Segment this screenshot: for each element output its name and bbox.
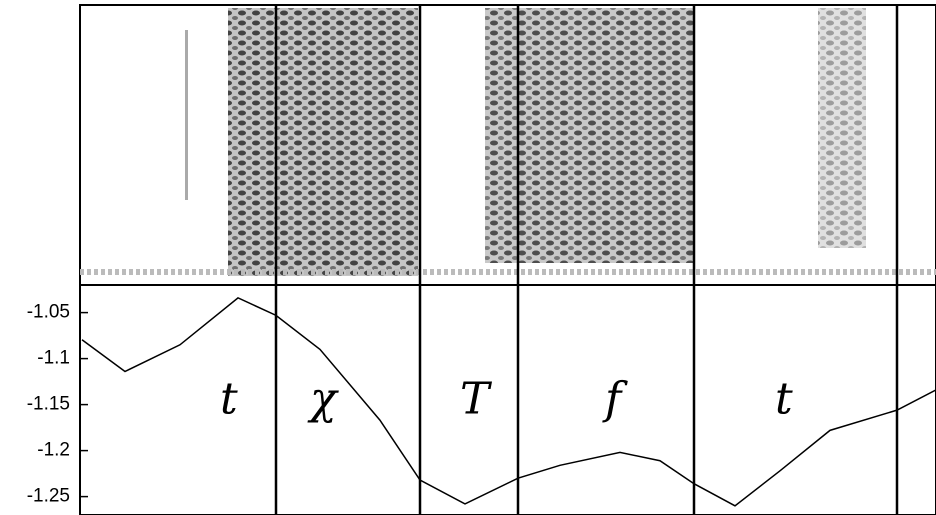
y-tick-label: -1.15 [27, 394, 70, 415]
segment-label: f [602, 374, 628, 425]
segment-label: T [460, 374, 493, 425]
segment-label: t [775, 374, 793, 425]
y-tick-label: -1.1 [37, 348, 70, 369]
segment-label: t [220, 374, 238, 425]
y-tick-label: -1.2 [37, 440, 70, 461]
line [81, 297, 936, 507]
spectrogram-energy [228, 8, 418, 276]
spectrogram [79, 4, 936, 286]
y-tick-label: -1.25 [27, 486, 70, 507]
spectrogram-energy [185, 30, 188, 200]
spectrogram-energy [485, 8, 693, 263]
y-tick-label: -1.05 [27, 302, 70, 323]
spectrogram-energy [818, 8, 866, 248]
segment-label: χ [307, 374, 339, 425]
plot-frame [79, 284, 936, 515]
